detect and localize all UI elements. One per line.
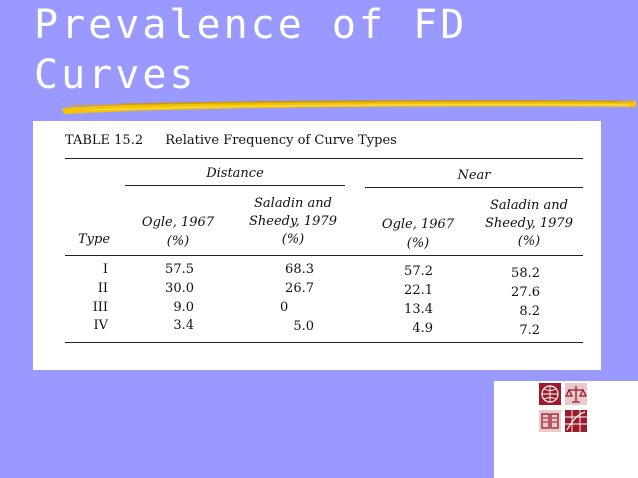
top-rule [65, 158, 583, 159]
col-header-ogle-distance: Ogle, 1967 (%) [141, 215, 215, 249]
table-caption-text: Relative Frequency of Curve Types [165, 133, 397, 148]
slide-title-line-1: Prevalence of FD [34, 2, 468, 48]
slide-title-line-2: Curves [34, 52, 197, 98]
group-header-distance: Distance [206, 166, 264, 181]
scales-icon [564, 383, 588, 405]
near-group-rule [365, 187, 583, 188]
publisher-logo [539, 383, 588, 432]
bottom-rule [65, 342, 583, 343]
logo-panel [494, 381, 638, 478]
group-header-near: Near [457, 168, 491, 183]
slide-title: Prevalence of FD Curves [34, 0, 467, 100]
col-header-ogle-near: Ogle, 1967 (%) [381, 217, 455, 251]
col-header-saladin-distance: Saladin and Sheedy, 1979 (%) [249, 196, 337, 247]
table-figure: TABLE 15.2 Relative Frequency of Curve T… [33, 121, 601, 370]
distance-group-rule [125, 185, 345, 186]
title-underline-stroke [62, 100, 636, 114]
grid-globe-icon [565, 410, 587, 432]
col-header-type: Type [78, 232, 111, 247]
books-icon [539, 410, 561, 432]
col-header-saladin-near: Saladin and Sheedy, 1979 (%) [485, 198, 573, 249]
globe-icon [539, 383, 561, 405]
table-number: TABLE 15.2 [65, 133, 144, 148]
table-caption: TABLE 15.2 Relative Frequency of Curve T… [65, 133, 397, 148]
header-rule [65, 255, 583, 256]
